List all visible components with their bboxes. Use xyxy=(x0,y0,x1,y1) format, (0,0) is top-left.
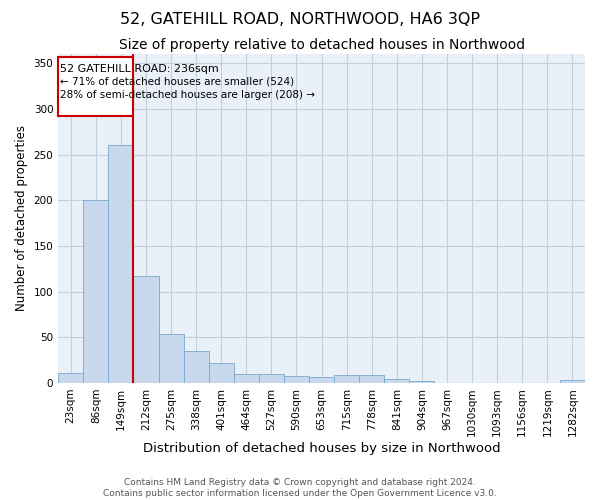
Title: Size of property relative to detached houses in Northwood: Size of property relative to detached ho… xyxy=(119,38,524,52)
Bar xyxy=(309,378,334,383)
Text: ← 71% of detached houses are smaller (524): ← 71% of detached houses are smaller (52… xyxy=(60,77,294,87)
Bar xyxy=(284,376,309,383)
Bar xyxy=(359,374,385,383)
Text: 28% of semi-detached houses are larger (208) →: 28% of semi-detached houses are larger (… xyxy=(60,90,315,100)
Text: Contains HM Land Registry data © Crown copyright and database right 2024.
Contai: Contains HM Land Registry data © Crown c… xyxy=(103,478,497,498)
Bar xyxy=(334,374,359,383)
Bar xyxy=(58,373,83,383)
Bar xyxy=(560,380,585,383)
Text: 52, GATEHILL ROAD, NORTHWOOD, HA6 3QP: 52, GATEHILL ROAD, NORTHWOOD, HA6 3QP xyxy=(120,12,480,28)
Bar xyxy=(109,146,133,383)
Bar xyxy=(133,276,158,383)
Bar xyxy=(409,381,434,383)
Bar xyxy=(385,379,409,383)
Bar xyxy=(184,351,209,383)
Text: 52 GATEHILL ROAD: 236sqm: 52 GATEHILL ROAD: 236sqm xyxy=(60,64,219,74)
Bar xyxy=(158,334,184,383)
FancyBboxPatch shape xyxy=(58,57,133,116)
Bar xyxy=(83,200,109,383)
Bar xyxy=(234,374,259,383)
X-axis label: Distribution of detached houses by size in Northwood: Distribution of detached houses by size … xyxy=(143,442,500,455)
Bar xyxy=(209,362,234,383)
Bar xyxy=(259,374,284,383)
Y-axis label: Number of detached properties: Number of detached properties xyxy=(15,126,28,312)
